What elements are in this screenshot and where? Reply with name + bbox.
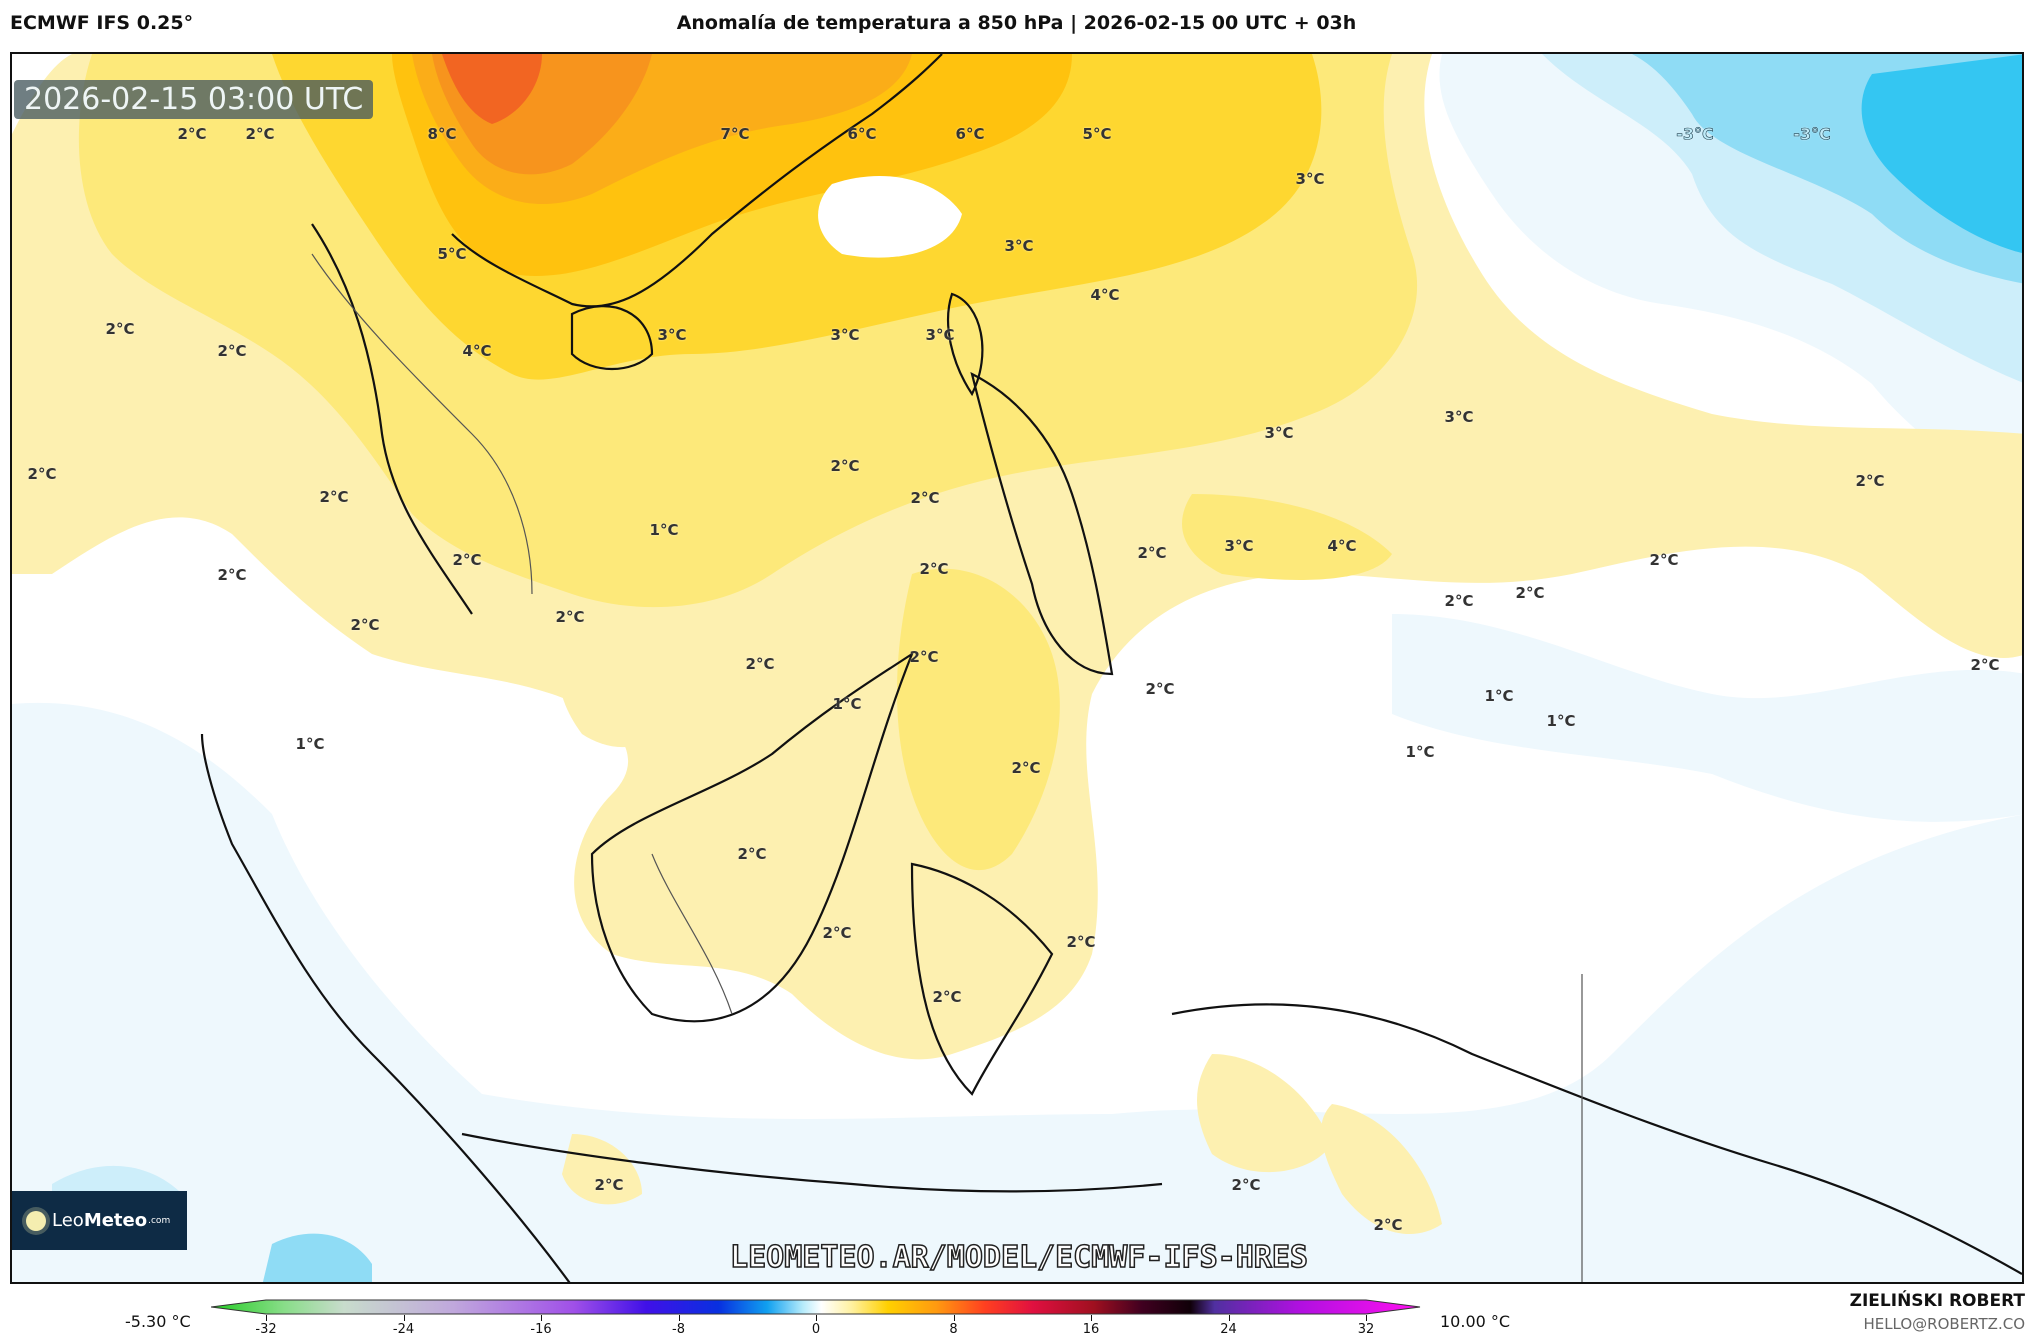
contour-label: 1°C bbox=[649, 521, 679, 539]
colorbar-tick-label: 16 bbox=[1082, 1322, 1100, 1337]
model-name: ECMWF IFS 0.25° bbox=[10, 12, 194, 34]
contour-label: 4°C bbox=[462, 342, 492, 360]
contour-label: 3°C bbox=[1224, 537, 1254, 555]
colorbar-tick-label: -8 bbox=[672, 1322, 685, 1337]
colorbar-tick-mark bbox=[1366, 1315, 1367, 1321]
colorbar-tick-mark bbox=[816, 1315, 817, 1321]
colorbar-tick-label: -32 bbox=[255, 1322, 277, 1337]
contour-label: 2°C bbox=[1231, 1176, 1261, 1194]
contour-label: 2°C bbox=[822, 924, 852, 942]
contour-label: 4°C bbox=[1090, 286, 1120, 304]
contour-label: 2°C bbox=[350, 616, 380, 634]
contour-label: 3°C bbox=[1004, 237, 1034, 255]
contour-label: 2°C bbox=[217, 566, 247, 584]
contour-label: 1°C bbox=[1546, 712, 1576, 730]
contour-label: 2°C bbox=[1444, 592, 1474, 610]
contour-label: 1°C bbox=[832, 695, 862, 713]
contour-label: 2°C bbox=[830, 457, 860, 475]
colorbar-tick-mark bbox=[953, 1315, 955, 1321]
contour-label: 3°C bbox=[925, 326, 955, 344]
contour-label: 2°C bbox=[452, 551, 482, 569]
logo-tld: .com bbox=[148, 1215, 171, 1226]
contour-label: 7°C bbox=[720, 125, 750, 143]
watermark-url: LEOMETEO.AR/MODEL/ECMWF-IFS-HRES bbox=[729, 1239, 1308, 1276]
contour-label: 3°C bbox=[1444, 408, 1474, 426]
author-credit: ZIELIŃSKI ROBERT bbox=[1849, 1291, 2025, 1311]
contour-label: 2°C bbox=[1515, 584, 1545, 602]
author-email[interactable]: HELLO@ROBERTZ.CO bbox=[1863, 1315, 2025, 1333]
logo-leo: Leo bbox=[52, 1210, 84, 1231]
contour-label: 3°C bbox=[1264, 424, 1294, 442]
colorbar-tick-label: -24 bbox=[392, 1322, 415, 1337]
anomaly-field bbox=[12, 54, 2022, 1282]
contour-label: 1°C bbox=[1484, 687, 1514, 705]
contour-label: 5°C bbox=[437, 245, 467, 263]
sun-icon bbox=[26, 1210, 46, 1231]
contour-label: 2°C bbox=[105, 320, 135, 338]
contour-label: 1°C bbox=[295, 735, 325, 753]
contour-label: 4°C bbox=[1327, 537, 1357, 555]
contour-label: 2°C bbox=[1011, 759, 1041, 777]
contour-label: 2°C bbox=[27, 465, 57, 483]
contour-label: 2°C bbox=[737, 845, 767, 863]
contour-label: 2°C bbox=[1137, 544, 1167, 562]
contour-label: 2°C bbox=[1145, 680, 1175, 698]
contour-label: 2°C bbox=[932, 988, 962, 1006]
contour-label: 2°C bbox=[1066, 933, 1096, 951]
leometeo-logo[interactable]: Leo Meteo .com bbox=[12, 1191, 187, 1250]
contour-label: 6°C bbox=[847, 125, 877, 143]
contour-label: 3°C bbox=[657, 326, 687, 344]
contour-label: 2°C bbox=[910, 489, 940, 507]
forecast-map: 2°C 2°C 8°C 7°C 6°C 6°C 5°C -3°C -3°C 3°C 5°C 3°C 4°… bbox=[10, 52, 2024, 1284]
contour-label: 1°C bbox=[1405, 743, 1435, 761]
colorbar-tick-label: 32 bbox=[1357, 1322, 1375, 1337]
colorbar-tick-mark bbox=[678, 1315, 680, 1321]
contour-label: 2°C bbox=[1649, 551, 1679, 569]
contour-label: 2°C bbox=[919, 560, 949, 578]
contour-label: 2°C bbox=[594, 1176, 624, 1194]
contour-label: 6°C bbox=[955, 125, 985, 143]
colorbar-tick-label: 24 bbox=[1220, 1322, 1237, 1337]
colorbar-tick-label: 0 bbox=[811, 1322, 821, 1337]
contour-label: 2°C bbox=[217, 342, 247, 360]
contour-label: 2°C bbox=[177, 125, 207, 143]
contour-label: 2°C bbox=[319, 488, 349, 506]
contour-label: 2°C bbox=[909, 648, 939, 666]
colorbar bbox=[211, 1299, 1421, 1315]
colorbar-tick-mark bbox=[403, 1315, 405, 1321]
contour-label: 8°C bbox=[427, 125, 457, 143]
colorbar-tick-mark bbox=[1091, 1315, 1092, 1321]
contour-label: 3°C bbox=[1295, 170, 1325, 188]
contour-label: -3°C bbox=[1793, 124, 1831, 144]
colorbar-min-label: -5.30 °C bbox=[125, 1312, 191, 1331]
contour-label: -3°C bbox=[1676, 124, 1714, 144]
valid-time-stamp: 2026-02-15 03:00 UTC bbox=[14, 80, 374, 119]
colorbar-tick-mark bbox=[1228, 1315, 1230, 1321]
logo-meteo: Meteo bbox=[83, 1210, 148, 1231]
colorbar-tick-mark bbox=[541, 1315, 542, 1321]
colorbar-tick-mark bbox=[266, 1315, 267, 1321]
contour-label: 2°C bbox=[555, 608, 585, 626]
colorbar-max-label: 10.00 °C bbox=[1440, 1312, 1511, 1331]
contour-label: 2°C bbox=[1855, 472, 1885, 490]
contour-label: 3°C bbox=[830, 326, 860, 344]
contour-label: 2°C bbox=[245, 125, 275, 143]
colorbar-tick-label: 8 bbox=[949, 1322, 958, 1337]
colorbar-tick-label: -16 bbox=[530, 1322, 552, 1337]
contour-label: 5°C bbox=[1082, 125, 1112, 143]
contour-label: 2°C bbox=[1970, 656, 2000, 674]
contour-label: 2°C bbox=[745, 655, 775, 673]
chart-title: Anomalía de temperatura a 850 hPa | 2026… bbox=[676, 12, 1357, 34]
contour-label: 2°C bbox=[1373, 1216, 1403, 1234]
